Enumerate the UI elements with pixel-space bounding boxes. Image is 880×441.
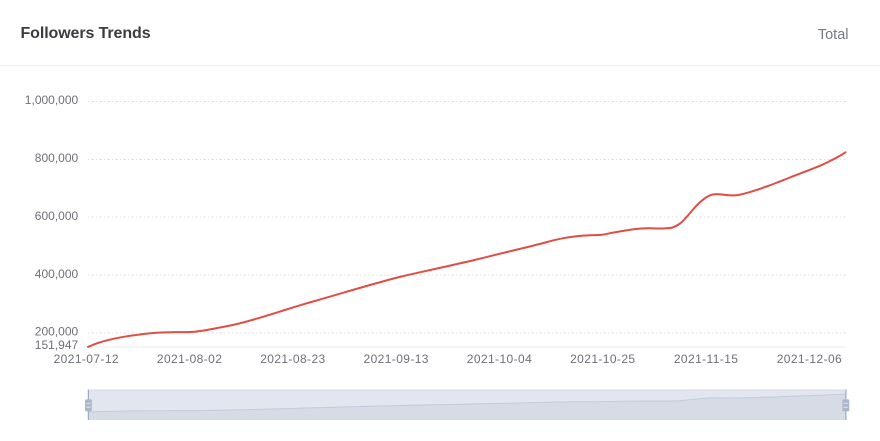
svg-text:2021-12-06: 2021-12-06 xyxy=(777,352,842,366)
svg-text:2021-07-12: 2021-07-12 xyxy=(54,352,119,366)
svg-text:600,000: 600,000 xyxy=(35,209,79,223)
svg-text:2021-10-25: 2021-10-25 xyxy=(570,352,635,366)
svg-text:800,000: 800,000 xyxy=(35,151,79,165)
svg-text:1,000,000: 1,000,000 xyxy=(25,93,79,107)
svg-text:400,000: 400,000 xyxy=(35,267,79,281)
svg-text:2021-11-15: 2021-11-15 xyxy=(674,352,739,366)
svg-text:2021-10-04: 2021-10-04 xyxy=(467,352,532,366)
svg-text:200,000: 200,000 xyxy=(35,325,79,339)
svg-text:151,947: 151,947 xyxy=(35,338,79,352)
svg-text:2021-08-23: 2021-08-23 xyxy=(260,352,325,366)
svg-text:2021-08-02: 2021-08-02 xyxy=(157,352,222,366)
svg-text:2021-09-13: 2021-09-13 xyxy=(364,352,429,366)
